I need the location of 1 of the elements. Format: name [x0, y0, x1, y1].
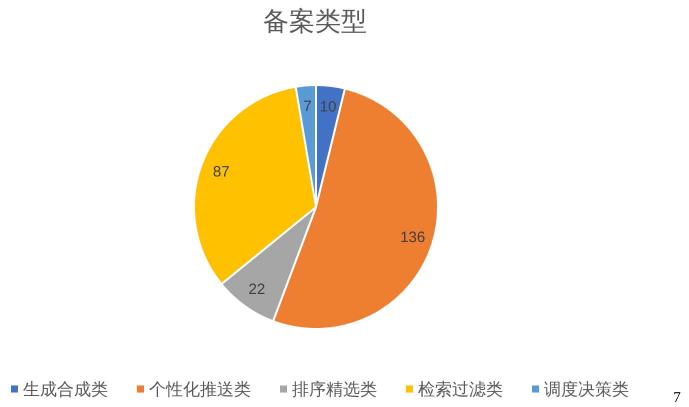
title: 备案类型 [263, 6, 367, 36]
